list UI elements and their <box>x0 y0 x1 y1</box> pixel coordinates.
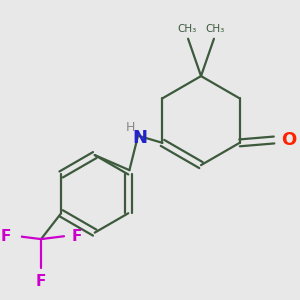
Text: N: N <box>132 129 147 147</box>
Text: CH₃: CH₃ <box>177 24 196 34</box>
Text: CH₃: CH₃ <box>206 24 225 34</box>
Text: F: F <box>1 229 11 244</box>
Text: O: O <box>281 131 296 149</box>
Text: H: H <box>126 121 135 134</box>
Text: F: F <box>36 274 46 289</box>
Text: F: F <box>71 229 82 244</box>
